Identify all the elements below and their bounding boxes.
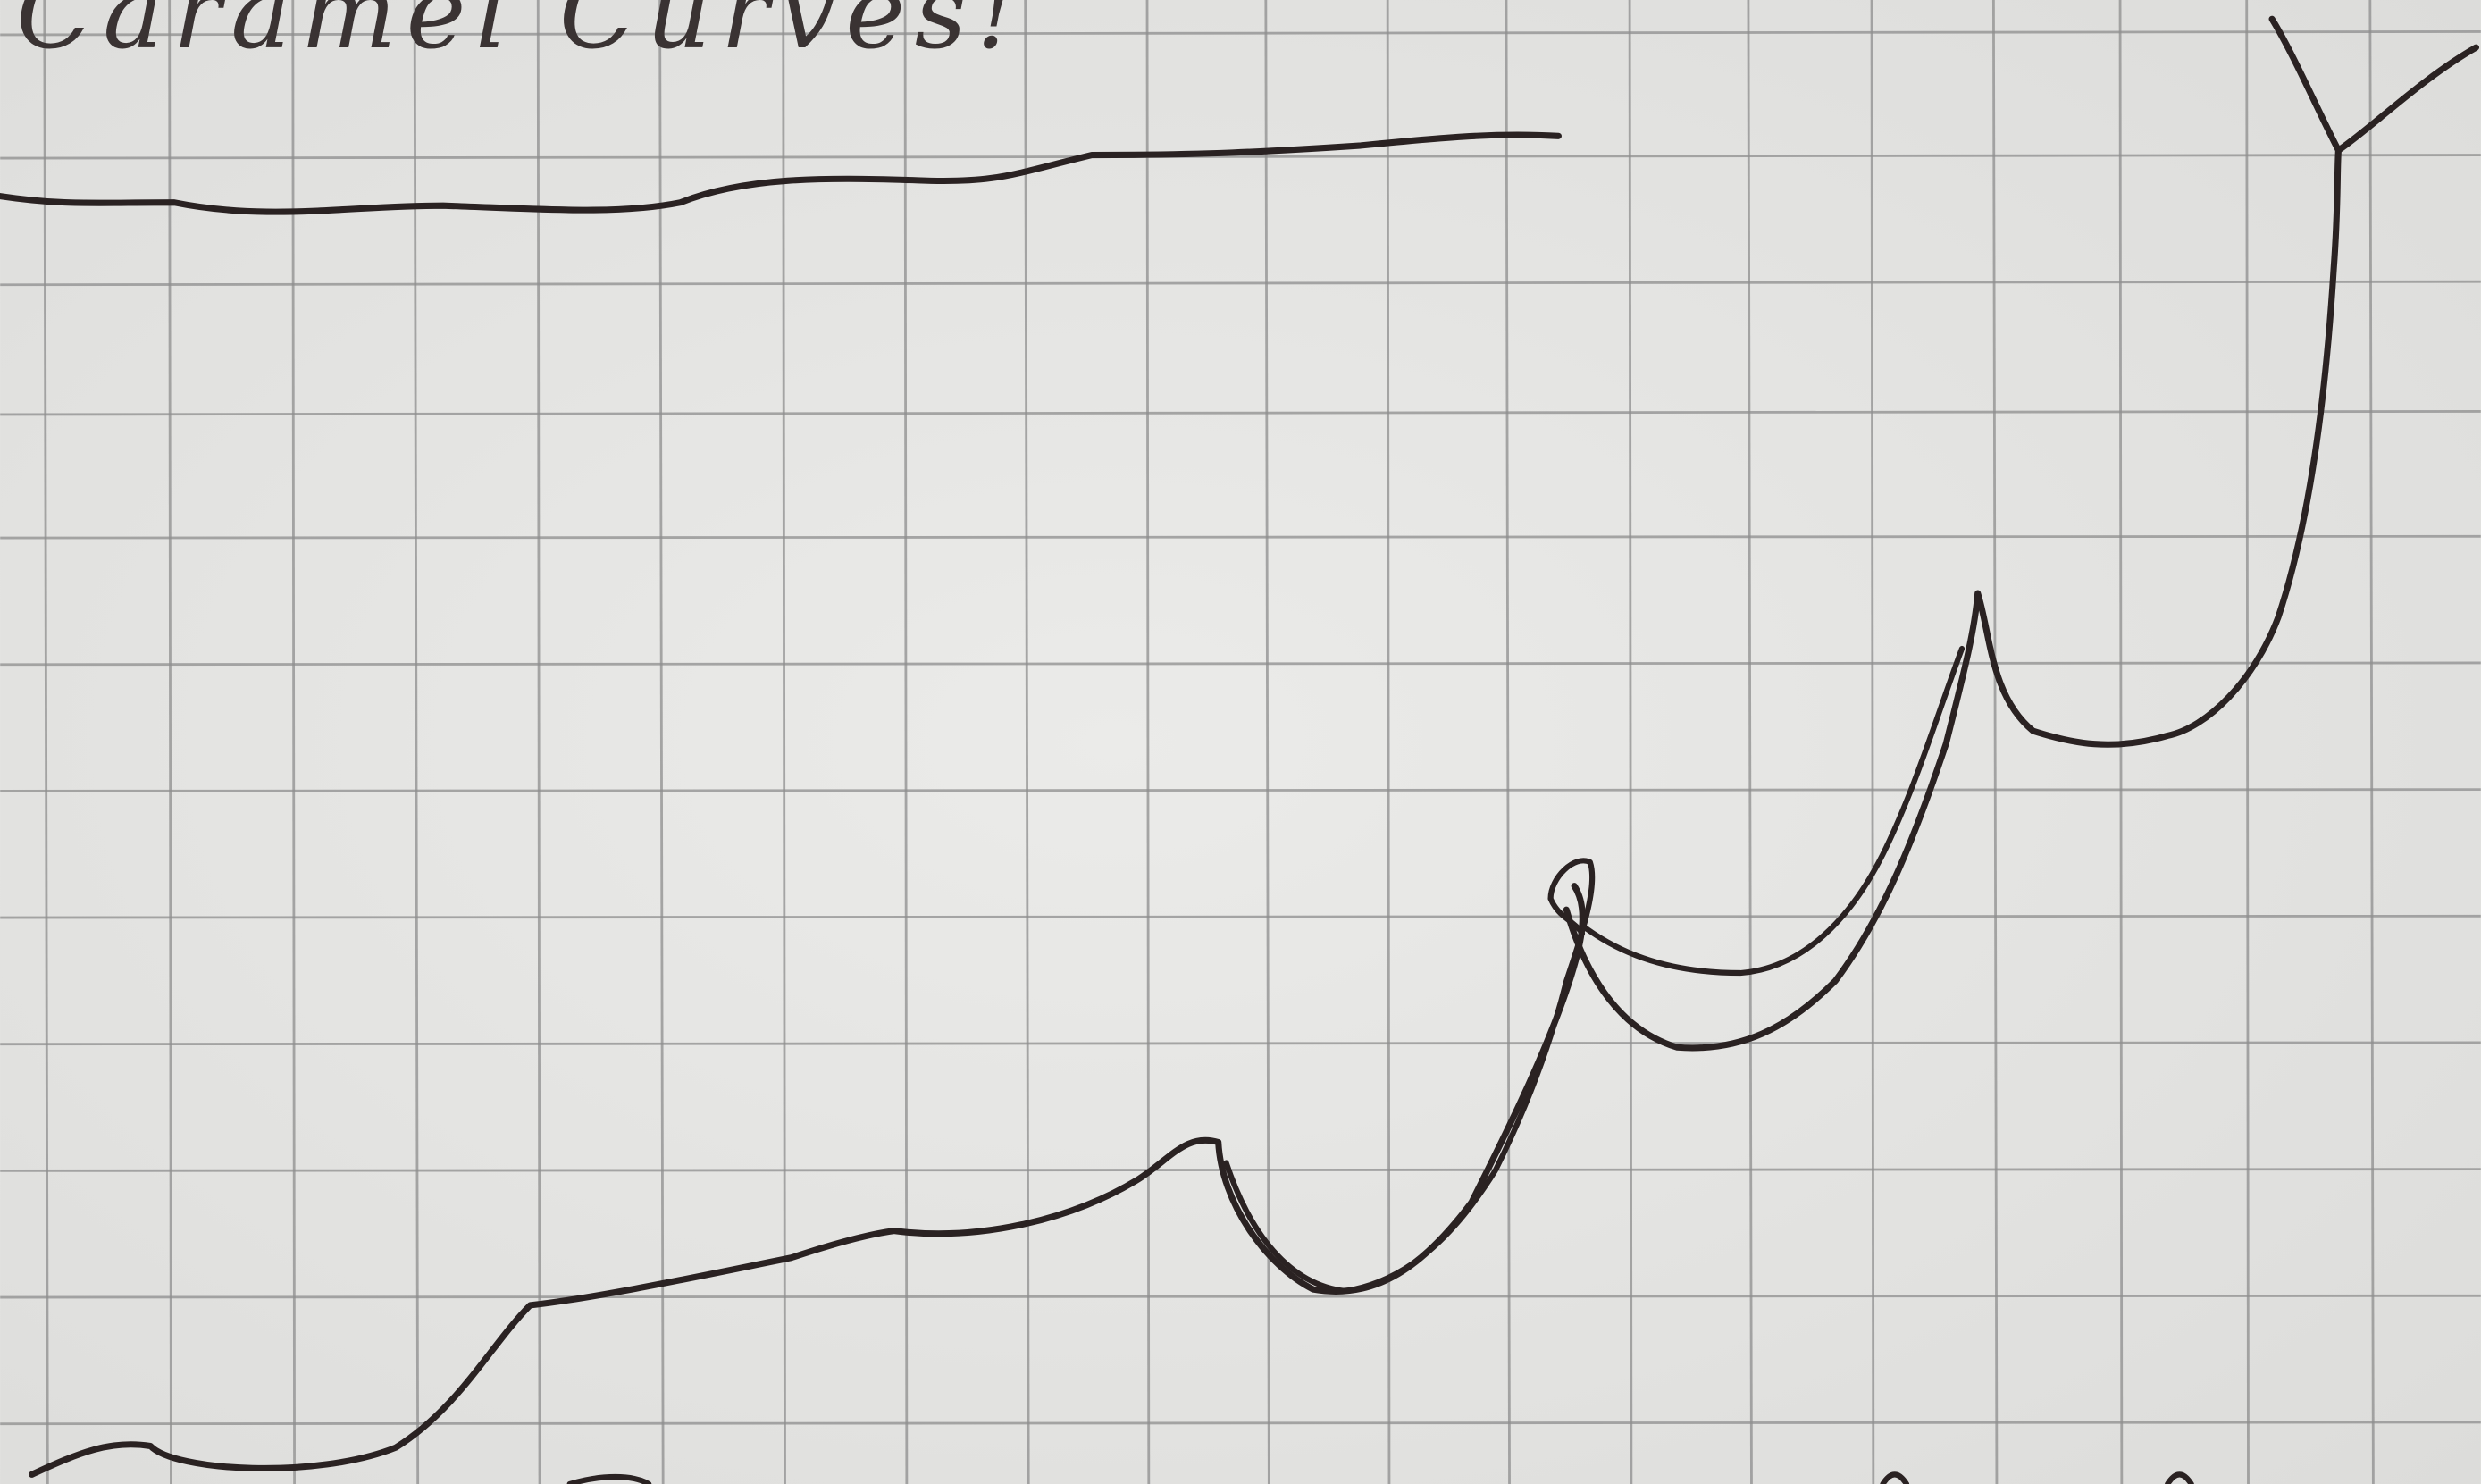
upper-curve <box>1563 147 2342 1052</box>
heading: Caramel Curves! <box>16 0 1027 71</box>
upper-retrace <box>1579 645 1966 977</box>
lower-strokes <box>566 1471 2194 1484</box>
curve-retrace <box>1223 858 1596 1295</box>
underline <box>0 131 1562 215</box>
pen-strokes <box>0 15 2480 1484</box>
main-curve <box>29 883 1586 1478</box>
fork <box>2268 15 2480 154</box>
